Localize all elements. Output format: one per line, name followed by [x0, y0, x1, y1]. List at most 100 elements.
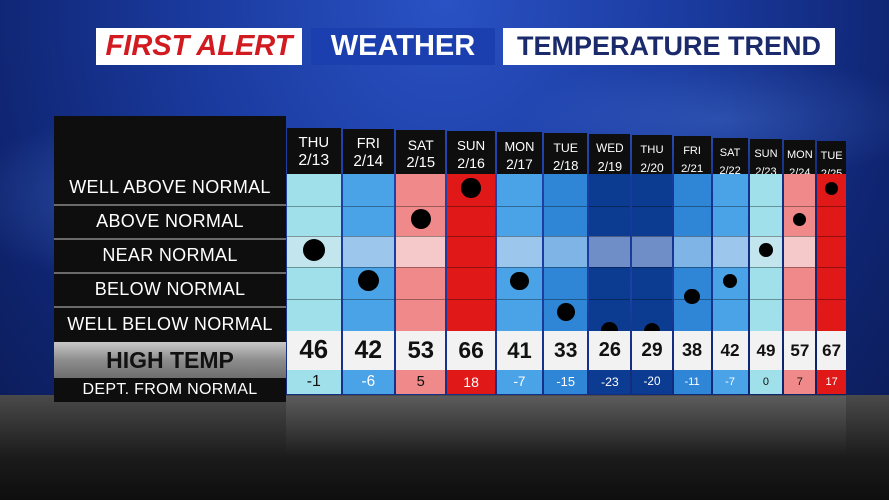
- cell-divider: [673, 206, 711, 207]
- cell-divider: [632, 206, 672, 207]
- floor: [0, 395, 889, 500]
- day-date: 2/17: [506, 157, 533, 173]
- cell-divider: [496, 267, 543, 268]
- cell-divider: [544, 299, 588, 300]
- cell-divider: [544, 267, 588, 268]
- dept-value: -11: [673, 370, 711, 394]
- day-date: 2/16: [457, 156, 485, 173]
- row-divider: [54, 306, 286, 308]
- cell-divider: [673, 267, 711, 268]
- cell-divider: [496, 236, 543, 237]
- trend-cell: [589, 206, 631, 236]
- trend-cell: [632, 267, 672, 299]
- trend-cell: [342, 206, 395, 236]
- trend-dot: [759, 243, 773, 257]
- cell-divider: [342, 299, 395, 300]
- day-name: MON: [786, 148, 813, 161]
- day-header: FRI 2/14: [342, 129, 395, 174]
- cell-divider: [712, 267, 748, 268]
- trend-cell: [447, 267, 495, 299]
- trend-dot: [510, 271, 529, 291]
- trend-cell: [749, 174, 783, 206]
- trend-cell: [817, 299, 846, 331]
- trend-cell: [673, 206, 711, 236]
- trend-cell: [784, 267, 816, 299]
- trend-cell: [342, 236, 395, 267]
- cell-divider: [396, 236, 446, 237]
- day-column: 46 -1: [287, 174, 341, 394]
- trend-cell: [712, 236, 748, 267]
- cell-divider: [342, 206, 395, 207]
- row-label-near: NEAR NORMAL: [102, 244, 238, 265]
- cell-divider: [589, 236, 631, 237]
- temperature-trend-title: TEMPERATURE TREND: [503, 28, 835, 65]
- cell-divider: [712, 299, 748, 300]
- cell-divider: [496, 206, 543, 207]
- trend-cell: [544, 236, 588, 267]
- trend-cell: [784, 299, 816, 331]
- high-temp-value: 29: [632, 331, 672, 370]
- cell-divider: [447, 267, 495, 268]
- high-temp-value: 42: [712, 331, 748, 370]
- trend-dot: [825, 181, 839, 195]
- trend-cell: [396, 267, 446, 299]
- row-label-well-above: WELL ABOVE NORMAL: [69, 176, 271, 197]
- trend-cell: [589, 174, 631, 206]
- trend-cell: [673, 236, 711, 267]
- trend-cell: [632, 206, 672, 236]
- day-column: 57 7: [784, 174, 816, 394]
- dept-value: -1: [287, 370, 341, 394]
- day-header: SAT 2/22: [712, 137, 748, 177]
- day-date: 2/22: [719, 164, 741, 177]
- day-name: FRI: [356, 136, 380, 153]
- trend-cell: [749, 267, 783, 299]
- high-temp-value: 67: [817, 331, 846, 370]
- trend-dot: [793, 212, 807, 226]
- row-divider: [54, 238, 286, 240]
- trend-cell: [817, 236, 846, 267]
- cell-divider: [784, 206, 816, 207]
- day-column: 41 -7: [496, 174, 543, 394]
- row-divider: [54, 272, 286, 274]
- cell-divider: [632, 299, 672, 300]
- dept-value: -23: [589, 370, 631, 394]
- day-header: SUN 2/23: [749, 138, 783, 178]
- cell-divider: [784, 267, 816, 268]
- day-column: 33 -15: [544, 174, 588, 394]
- cell-divider: [784, 299, 816, 300]
- cell-divider: [589, 206, 631, 207]
- day-header: WED 2/19: [589, 134, 631, 174]
- day-name: SAT: [407, 137, 434, 154]
- cell-divider: [712, 206, 748, 207]
- cell-divider: [496, 299, 543, 300]
- dept-value: 7: [784, 370, 816, 394]
- first-alert-logo: FIRST ALERT: [96, 28, 302, 65]
- day-name: MON: [504, 139, 535, 155]
- cell-divider: [749, 299, 783, 300]
- row-divider: [54, 204, 286, 206]
- trend-cell: [817, 206, 846, 236]
- day-column: 42 -6: [342, 174, 395, 394]
- row-label-above: ABOVE NORMAL: [96, 210, 244, 231]
- cell-divider: [396, 299, 446, 300]
- trend-dot: [684, 288, 700, 305]
- cell-divider: [544, 236, 588, 237]
- high-temp-value: 53: [396, 331, 446, 370]
- day-header: SAT 2/15: [396, 130, 446, 174]
- trend-cell: [632, 174, 672, 206]
- trend-cell: [749, 299, 783, 331]
- day-header: SUN 2/16: [447, 131, 495, 174]
- day-date: 2/13: [298, 152, 330, 170]
- trend-cell: [817, 267, 846, 299]
- day-column: 66 18: [447, 174, 495, 394]
- trend-cell: [396, 299, 446, 331]
- high-temp-value: 57: [784, 331, 816, 370]
- day-date: 2/15: [406, 155, 436, 172]
- trend-cell: [589, 236, 631, 267]
- high-temp-value: 38: [673, 331, 711, 370]
- dept-value: 0: [749, 370, 783, 394]
- cell-divider: [287, 206, 341, 207]
- cell-divider: [447, 236, 495, 237]
- cell-divider: [342, 267, 395, 268]
